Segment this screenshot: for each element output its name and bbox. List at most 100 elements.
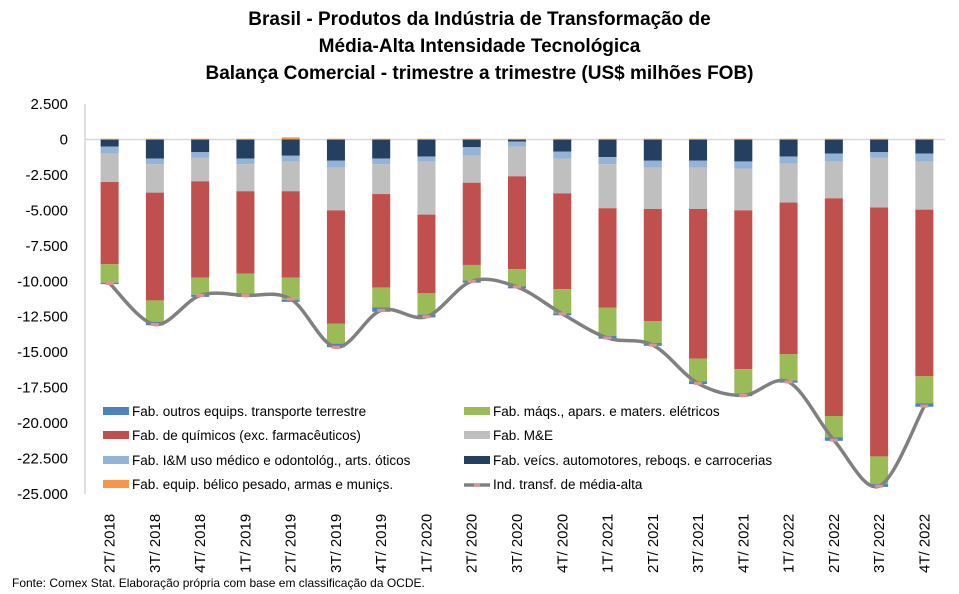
- x-tick-label: 2T/ 2022: [826, 514, 843, 573]
- bar-segment: [779, 139, 798, 157]
- x-tick-label: 2T/ 2019: [283, 514, 300, 573]
- bar-segment: [191, 139, 210, 153]
- bar-segment: [417, 139, 436, 157]
- y-tick-label: -5.000: [25, 202, 68, 219]
- bar-segment: [643, 160, 662, 168]
- x-tick-label: 1T/ 2020: [418, 514, 435, 573]
- bar-segment: [824, 138, 843, 140]
- bar-segment: [191, 181, 210, 278]
- legend-swatch: [103, 407, 129, 415]
- bar-segment: [145, 138, 164, 140]
- bar-stack: [236, 138, 255, 297]
- bar-segment: [643, 320, 662, 343]
- bar-segment: [824, 153, 843, 162]
- bar-segment: [462, 155, 481, 183]
- bar-segment: [145, 158, 164, 165]
- bar-segment: [870, 152, 889, 158]
- line-marker: [513, 285, 521, 289]
- bar-stack: [191, 138, 210, 297]
- legend-item: Fab. outros equips. transporte terrestre: [103, 404, 366, 419]
- bar-segment: [779, 202, 798, 355]
- x-tick-label: 2T/ 2021: [645, 514, 662, 573]
- bar-segment: [417, 138, 436, 140]
- bar-segment: [734, 138, 753, 140]
- bar-segment: [598, 164, 617, 209]
- legend-label: Fab. máqs., apars. e maters. elétricos: [493, 404, 720, 419]
- legend-label: Fab. M&E: [493, 428, 553, 443]
- bar-segment: [779, 156, 798, 164]
- legend-swatch: [464, 407, 490, 415]
- bar-stack: [100, 138, 119, 285]
- bar-segment: [508, 269, 526, 287]
- bar-segment: [236, 158, 255, 165]
- legend-swatch: [464, 456, 490, 464]
- y-tick-label: -7.500: [25, 238, 68, 255]
- line-marker: [784, 380, 793, 384]
- bar-segment: [689, 138, 708, 140]
- bar-segment: [100, 138, 119, 140]
- bar-segment: [462, 138, 481, 140]
- x-tick-label: 2T/ 2018: [102, 514, 119, 573]
- total-line: [105, 277, 929, 489]
- bar-segment: [372, 194, 391, 288]
- bar-stack: [779, 138, 798, 383]
- bar-segment: [191, 152, 210, 158]
- y-tick-label: -20.000: [17, 415, 68, 432]
- bar-segment: [281, 277, 300, 300]
- legend-item: Fab. de químicos (exc. farmacêuticos): [103, 428, 361, 443]
- bar-segment: [643, 138, 662, 140]
- bar-segment: [281, 161, 300, 192]
- x-tick-label: 1T/ 2021: [600, 514, 617, 573]
- bar-segment: [326, 210, 345, 324]
- bar-segment: [236, 273, 255, 296]
- bar-segment: [191, 277, 210, 295]
- bar-stack: [598, 138, 617, 339]
- bar-segment: [553, 139, 572, 152]
- legend-label: Fab. veícs. automotores, reboqs. e carro…: [493, 453, 772, 468]
- bar-segment: [734, 369, 753, 395]
- line-marker: [150, 323, 159, 327]
- line-marker: [694, 381, 703, 385]
- bar-segment: [553, 151, 572, 159]
- bar-segment: [553, 138, 572, 140]
- bar-segment: [779, 163, 798, 203]
- bar-segment: [915, 161, 934, 210]
- bar-segment: [870, 207, 889, 457]
- line-marker: [739, 393, 748, 397]
- legend-item: Fab. I&M uso médico e odontológ., arts. …: [103, 453, 411, 468]
- bar-segment: [689, 358, 708, 382]
- bar-segment: [643, 139, 662, 161]
- bar-stack: [824, 138, 843, 441]
- x-tick-label: 4T/ 2022: [916, 514, 933, 573]
- bar-segment: [915, 139, 934, 154]
- bar-segment: [372, 164, 391, 195]
- line-marker: [875, 484, 884, 488]
- bar-segment: [145, 139, 164, 159]
- bar-segment: [372, 138, 391, 140]
- bar-stack: [689, 138, 708, 385]
- bar-segment: [689, 208, 708, 359]
- legend-label: Fab. equip. bélico pesado, armas e muniç…: [132, 477, 393, 492]
- bar-segment: [598, 139, 617, 158]
- bar-segment: [824, 139, 843, 154]
- line-marker: [105, 281, 114, 285]
- bar-segment: [417, 293, 436, 315]
- bar-stack: [734, 138, 753, 397]
- bar-segment: [100, 182, 119, 265]
- bar-segment: [870, 139, 889, 153]
- x-tick-label: 4T/ 2019: [373, 514, 390, 573]
- bar-stack: [553, 138, 572, 316]
- legend-item: Fab. veícs. automotores, reboqs. e carro…: [464, 453, 772, 468]
- x-tick-label: 3T/ 2020: [509, 514, 526, 573]
- bar-segment: [508, 146, 526, 177]
- bar-segment: [824, 198, 843, 416]
- x-tick-label: 3T/ 2018: [147, 514, 164, 573]
- x-axis: 2T/ 2018 3T/ 2018 4T/ 2018 1T/ 2019 2T/ 2019…: [102, 514, 934, 573]
- line-marker: [467, 279, 476, 283]
- bar-segment: [100, 139, 119, 147]
- source-note: Fonte: Comex Stat. Elaboração própria co…: [12, 576, 425, 590]
- bar-segment: [870, 456, 889, 485]
- bar-segment: [236, 138, 255, 140]
- bar-segment: [598, 208, 617, 308]
- legend-label: Fab. de químicos (exc. farmacêuticos): [132, 428, 361, 443]
